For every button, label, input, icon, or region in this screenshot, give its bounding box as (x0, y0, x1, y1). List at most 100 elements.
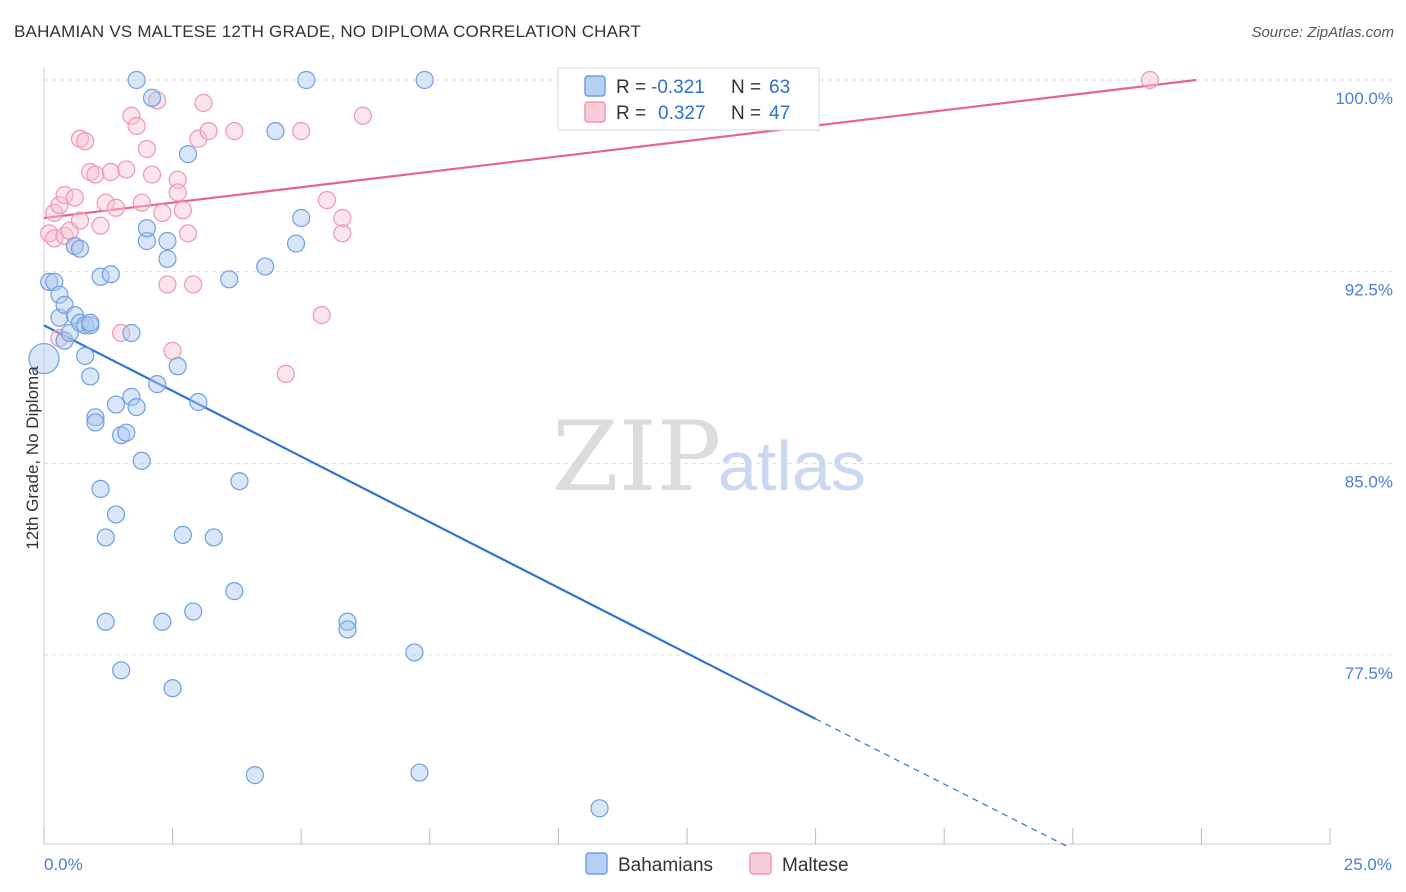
bahamians-point (81, 313, 100, 332)
x-tick-label-min: 0.0% (44, 855, 83, 874)
maltese-point (148, 91, 167, 110)
maltese-point (137, 139, 156, 159)
bahamians-point (127, 70, 146, 90)
bahamians-point (158, 231, 177, 251)
axes (43, 68, 1331, 845)
bahamians-point (96, 612, 115, 631)
maltese-point (163, 341, 182, 360)
bahamians-point (106, 505, 126, 524)
maltese-point (50, 329, 69, 348)
x-tick-label-max: 25.0% (1344, 855, 1392, 874)
bahamians-point (148, 375, 167, 394)
y-tick-labels: 100.0% 92.5% 85.0% 77.5% (1335, 89, 1393, 683)
maltese-point (276, 364, 295, 383)
maltese-point (96, 193, 115, 212)
legend-r-value-bahamians: -0.321 (651, 77, 705, 98)
bahamians-point (405, 643, 424, 662)
maltese-point (65, 188, 84, 207)
bahamians-point (86, 413, 105, 432)
bahamians-point (81, 367, 100, 386)
bahamians-point (173, 525, 192, 544)
maltese-point (178, 224, 198, 243)
y-tick-label: 92.5% (1345, 281, 1393, 300)
bahamians-point (590, 799, 609, 818)
watermark-zip: ZIP (552, 401, 721, 513)
bahamians-point (76, 346, 95, 366)
maltese-point (184, 275, 203, 294)
bahamians-point (178, 145, 198, 164)
watermark-atlas: atlas (718, 427, 866, 505)
bahamians-point (245, 766, 265, 785)
maltese-point (101, 162, 120, 182)
bahamians-trendline-extension (815, 718, 1068, 848)
maltese-point (70, 211, 90, 230)
bahamians-point (106, 395, 126, 414)
bahamians-point (117, 423, 136, 442)
maltese-point (86, 165, 105, 184)
bahamians-point (415, 70, 434, 90)
maltese-point (132, 193, 151, 212)
bahamians-point (338, 620, 357, 639)
bahamians-point (28, 342, 60, 375)
bahamians-point (96, 528, 115, 547)
bahamians-point (204, 528, 223, 547)
bahamians-point (142, 88, 162, 107)
bahamians-point (230, 472, 249, 491)
maltese-point (158, 275, 177, 294)
maltese-point (292, 122, 311, 141)
maltese-point (312, 306, 331, 325)
legend-n-value-bahamians: 63 (769, 77, 790, 98)
y-tick-label: 85.0% (1345, 472, 1393, 491)
trendlines (43, 78, 1197, 848)
bahamians-point (65, 237, 84, 256)
bahamians-point (40, 272, 59, 291)
gridlines (44, 79, 1392, 656)
maltese-point (168, 183, 187, 202)
maltese-point (199, 122, 218, 141)
maltese-point (81, 162, 100, 182)
bottom-legend-swatch-maltese (749, 852, 772, 875)
maltese-point (127, 116, 146, 136)
bahamians-point (220, 270, 239, 289)
bahamians-trendline (43, 324, 817, 720)
maltese-point (40, 224, 59, 243)
maltese-point (122, 106, 141, 125)
bahamians-point (70, 239, 90, 258)
maltese-point (117, 160, 136, 179)
maltese-point (1140, 70, 1160, 90)
bahamians-point (158, 249, 177, 268)
legend-n-label-bahamians: N = (731, 77, 761, 98)
bahamians-point (112, 426, 131, 445)
maltese-point (142, 165, 162, 184)
correlation-legend: R = -0.321 N = 63 R = 0.327 N = 47 (557, 67, 820, 131)
maltese-point (70, 129, 90, 148)
bahamians-point (297, 70, 316, 90)
y-tick-label: 77.5% (1345, 664, 1393, 683)
y-axis-label: 12th Grade, No Diploma (23, 366, 42, 550)
watermark: ZIP atlas (552, 401, 866, 513)
maltese-point (153, 203, 172, 222)
legend-r-label-maltese: R = (616, 103, 646, 124)
maltese-point (225, 122, 244, 141)
bahamians-point (189, 392, 208, 412)
bahamians-point (256, 257, 275, 276)
bahamians-point (168, 357, 187, 376)
maltese-point (112, 323, 131, 343)
maltese-point (194, 93, 213, 113)
bahamians-point (50, 285, 69, 304)
bahamians-point (338, 612, 357, 631)
bahamians-point (266, 122, 285, 141)
bahamians-point (127, 398, 146, 417)
maltese-point (50, 196, 69, 215)
legend-r-label-bahamians: R = (616, 77, 646, 98)
bahamians-point (122, 323, 141, 343)
series-legend: Bahamians Maltese (585, 852, 849, 876)
bahamians-point (292, 208, 311, 228)
source-label: Source: ZipAtlas.com (1251, 24, 1394, 41)
maltese-point (317, 191, 337, 210)
bahamians-point (286, 234, 306, 253)
maltese-point (76, 132, 95, 151)
bahamians-point (91, 479, 110, 498)
maltese-point (173, 201, 192, 220)
bahamians-point (153, 612, 172, 631)
